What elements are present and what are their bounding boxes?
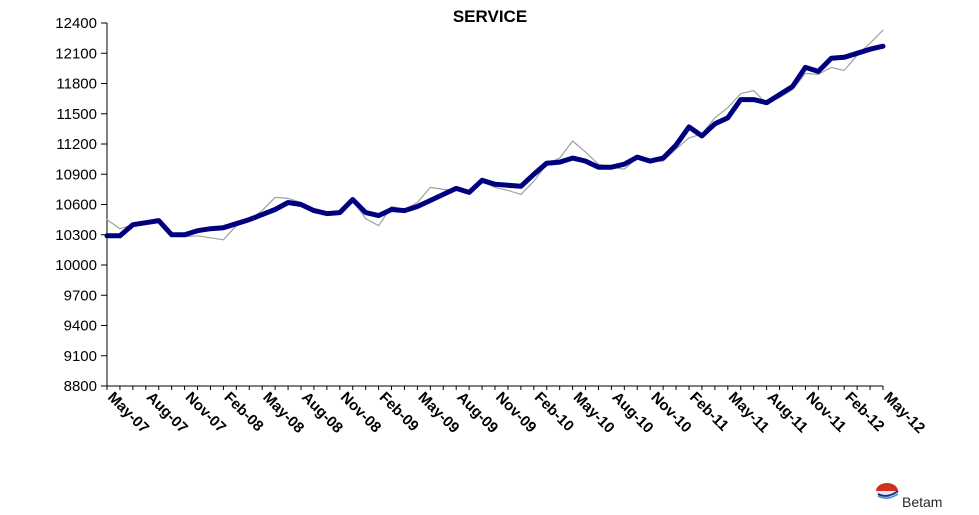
- y-tick-label: 11800: [56, 76, 97, 93]
- series-line-1: [106, 29, 884, 241]
- x-tick-label: Aug-11: [764, 389, 811, 436]
- x-tick-label: Feb-08: [221, 389, 267, 435]
- x-tick-label: May-07: [104, 389, 152, 437]
- chart-title: SERVICE: [453, 7, 527, 26]
- y-tick-label: 10900: [55, 166, 97, 183]
- x-tick-label: May-08: [259, 389, 307, 437]
- x-tick-label: Feb-10: [531, 389, 577, 435]
- betam-logo: Betam: [876, 483, 942, 510]
- y-tick-label: 10600: [55, 197, 97, 214]
- series-layer: [104, 29, 886, 241]
- y-tick-label: 10000: [55, 257, 97, 274]
- series-line-2: [104, 43, 886, 239]
- x-axis: May-07Aug-07Nov-07Feb-08May-08Aug-08Nov-…: [104, 385, 928, 437]
- y-tick-label: 9100: [64, 348, 97, 365]
- x-tick-label: Nov-11: [803, 389, 850, 436]
- y-tick-label: 9700: [64, 287, 97, 304]
- x-tick-label: Feb-12: [841, 389, 887, 435]
- x-tick-label: May-10: [570, 389, 618, 437]
- x-tick-label: May-12: [880, 389, 928, 437]
- betam-logo-icon: [876, 483, 899, 499]
- x-tick-label: Aug-07: [143, 389, 191, 437]
- y-tick-label: 12400: [55, 15, 97, 32]
- betam-logo-text: Betam: [902, 494, 942, 510]
- y-tick-label: 8800: [64, 378, 97, 395]
- y-tick-label: 10300: [55, 227, 97, 244]
- x-tick-label: May-09: [415, 389, 463, 437]
- x-tick-label: Nov-07: [182, 389, 229, 436]
- x-tick-label: Nov-08: [337, 389, 384, 436]
- x-tick-label: Nov-10: [647, 389, 694, 436]
- y-tick-label: 9400: [64, 318, 97, 335]
- x-tick-label: Feb-11: [686, 389, 732, 435]
- x-tick-label: Nov-09: [492, 389, 539, 436]
- x-tick-label: Feb-09: [376, 389, 422, 435]
- x-tick-label: Aug-08: [298, 389, 346, 437]
- y-axis: 8800 9100 9400 9700 10000 10300 10600 10900 1120…: [55, 15, 108, 395]
- y-tick-label: 11200: [56, 136, 97, 153]
- y-tick-label: 11500: [56, 106, 97, 123]
- x-tick-label: May-11: [725, 389, 772, 436]
- x-tick-label: Aug-10: [609, 389, 657, 437]
- x-tick-label: Aug-09: [453, 389, 501, 437]
- y-tick-label: 12100: [55, 45, 97, 62]
